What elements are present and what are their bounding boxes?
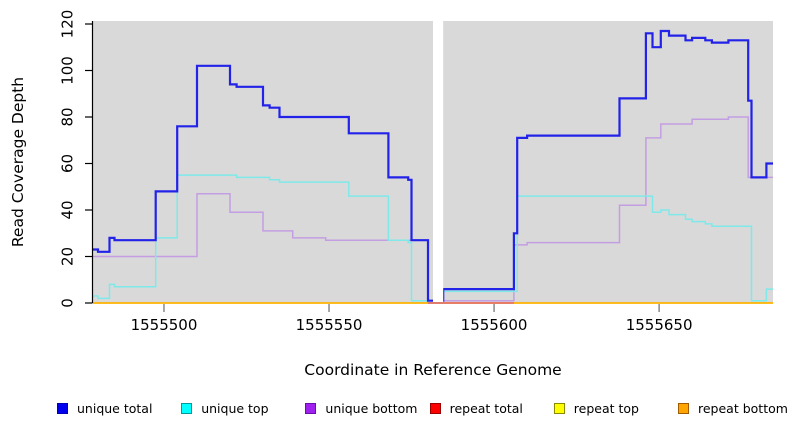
y-tick-label: 0 [59, 298, 77, 308]
legend-label: unique top [201, 400, 269, 416]
legend-swatch-repeat-top [553, 402, 565, 414]
legend-item-repeat-total: repeat total [429, 398, 523, 418]
coverage-gap-band [433, 21, 444, 302]
legend-item-repeat-bottom: repeat bottom [678, 398, 788, 418]
line-unique-top [93, 174, 773, 304]
legend-label: unique total [77, 400, 153, 416]
y-tick-label: 100 [59, 56, 77, 85]
y-tick-label: 120 [59, 10, 77, 39]
legend-item-repeat-top: repeat top [553, 398, 639, 418]
y-tick-label: 60 [59, 154, 77, 173]
legend-label: repeat bottom [698, 400, 788, 416]
legend-item-unique-total: unique total [57, 398, 152, 418]
x-tick-label: 1555500 [131, 316, 198, 334]
legend: unique total unique top unique bottom repea… [0, 398, 792, 422]
legend-item-unique-bottom: unique bottom [305, 398, 417, 418]
line-unique-bottom [93, 116, 773, 302]
legend-label: repeat top [573, 400, 639, 416]
y-tick-label: 40 [59, 200, 77, 219]
y-axis-title: Read Coverage Depth [9, 76, 27, 248]
legend-item-unique-top: unique top [181, 398, 269, 418]
coverage-chart: 0 20 40 60 80 100 120 1555500 1555550 1555600 1555… [59, 10, 773, 334]
y-tick-label: 80 [59, 107, 77, 126]
x-tick-label: 1555600 [461, 316, 528, 334]
legend-swatch-unique-total [57, 402, 68, 414]
x-tick-label: 1555550 [296, 316, 363, 334]
legend-swatch-repeat-total [429, 402, 441, 414]
y-tick-label: 20 [59, 247, 77, 266]
legend-swatch-unique-top [181, 402, 193, 414]
legend-swatch-repeat-bottom [678, 402, 689, 414]
x-axis-title: Coordinate in Reference Genome [304, 361, 562, 379]
x-tick-label: 1555650 [626, 316, 693, 334]
legend-label: unique bottom [325, 400, 418, 416]
legend-label: repeat total [449, 400, 523, 416]
legend-swatch-unique-bottom [305, 402, 317, 414]
